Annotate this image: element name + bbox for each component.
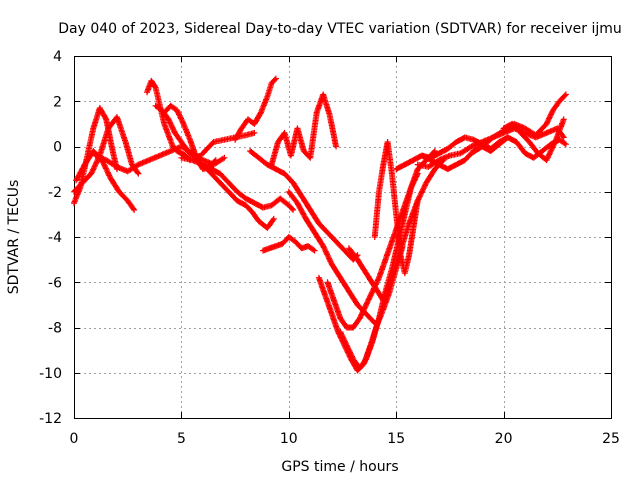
data-point-markers [324,170,421,331]
series-sat-l [247,148,361,263]
x-tick-label: 0 [70,431,79,447]
series-sat-f [152,102,258,161]
data-point-markers [178,154,277,231]
series-sat-j [232,75,279,143]
x-tick-label: 25 [602,431,620,447]
y-axis-label: SDTVAR / TECUs [6,180,22,295]
chart-title: Day 040 of 2023, Sidereal Day-to-day VTE… [58,21,622,37]
data-point-markers [152,102,258,161]
y-tick-label: 0 [53,140,62,156]
data-point-markers [419,134,569,173]
x-tick-label: 5 [177,431,186,447]
x-axis-label: GPS time / hours [281,459,398,475]
series-sat-x [500,116,567,164]
series-sat-m [268,91,340,168]
y-tick-label: -12 [39,411,62,427]
series-sat-i [199,161,297,213]
data-point-markers [500,116,567,164]
grid-lines [74,56,611,418]
series-sat-v [419,134,569,173]
y-tick-label: -2 [48,185,62,201]
y-tick-label: -8 [48,321,62,337]
y-tick-label: -6 [48,275,62,291]
x-tick-label: 15 [387,431,405,447]
data-point-markers [268,91,340,168]
x-tick-label: 20 [495,431,513,447]
data-point-markers [247,148,361,263]
series-sat-h [178,154,277,231]
series-sat-s [371,139,421,277]
series-sat-p [324,170,421,331]
data-point-markers [199,161,297,213]
axis-ticks: 0 5 10 15 20 25 -12 -10 -8 -6 -4 -2 0 2 4 [39,49,620,447]
data-point-markers [371,139,421,277]
data-point-markers [260,234,318,254]
y-tick-label: -10 [39,366,62,382]
y-tick-label: -4 [48,230,62,246]
y-tick-label: 4 [53,49,62,65]
series-sat-k [260,234,318,254]
data-point-markers [232,75,279,143]
y-tick-label: 2 [53,94,62,110]
data-series [71,75,569,374]
series-sat-b [71,114,142,195]
x-tick-label: 10 [280,431,298,447]
data-point-markers [71,114,142,195]
